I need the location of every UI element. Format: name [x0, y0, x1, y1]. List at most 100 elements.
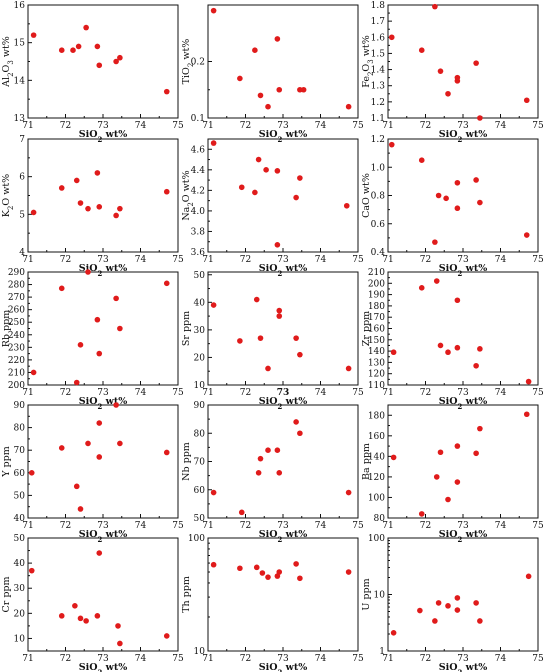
data-point: [525, 573, 532, 580]
y-tick-label: 70: [194, 458, 206, 468]
data-point: [445, 349, 451, 356]
data-point: [75, 43, 82, 50]
y-axis-title: Rb ppm: [1, 310, 12, 347]
x-axis-title: SiO2 wt%: [259, 662, 308, 672]
data-point: [293, 561, 299, 567]
y-tick-label: 1.0: [371, 163, 386, 173]
x-tick-label: 75: [352, 255, 364, 265]
data-point: [432, 3, 438, 10]
x-tick-label: 73: [277, 388, 290, 398]
y-tick-label: 120: [368, 370, 385, 380]
x-tick-label: 73: [457, 654, 469, 664]
y-tick-label: 20: [14, 609, 26, 619]
x-tick-label: 73: [97, 654, 109, 664]
y-tick-label: 1.3: [371, 82, 386, 92]
x-axis-title: SiO2 wt%: [439, 529, 488, 544]
plot-frame: [207, 4, 359, 119]
data-point: [237, 338, 243, 344]
data-point: [390, 454, 397, 461]
y-tick-label: 60: [14, 469, 26, 479]
x-tick-label: 72: [420, 521, 431, 531]
data-point: [73, 483, 80, 490]
data-point: [72, 603, 78, 609]
y-tick-label: 250: [8, 318, 25, 328]
x-tick-label: 73: [97, 121, 109, 131]
x-tick-label: 72: [420, 654, 431, 664]
y-tick-label: 290: [8, 268, 25, 278]
data-point: [435, 192, 442, 199]
x-tick-label: 71: [382, 521, 393, 531]
chart-panel: 71 72 73 74 75 200 210 220 230 240 250 260 270 280 290…: [1, 268, 184, 411]
x-tick-label: 74: [495, 388, 507, 398]
x-tick-label: 71: [202, 654, 213, 664]
data-point: [28, 567, 35, 574]
data-point: [435, 600, 442, 606]
data-point: [238, 184, 245, 191]
data-point: [30, 369, 37, 376]
data-point: [77, 506, 84, 512]
data-point: [77, 200, 84, 206]
x-tick-label: 71: [382, 388, 393, 398]
y-tick-label: 30: [14, 584, 26, 594]
data-point: [454, 443, 461, 449]
data-point: [418, 511, 425, 517]
y-tick-label: 40: [14, 514, 26, 524]
y-tick-label: 80: [374, 514, 386, 524]
x-tick-label: 74: [495, 255, 507, 265]
plot-frame: [27, 537, 179, 652]
data-point: [432, 239, 438, 245]
data-point: [433, 278, 440, 284]
data-point: [252, 189, 258, 196]
x-tick-label: 72: [420, 121, 431, 131]
plot-frame: [27, 4, 179, 119]
data-point: [73, 379, 80, 386]
data-point: [58, 185, 65, 191]
x-tick-label: 71: [22, 388, 33, 398]
x-tick-label: 72: [240, 255, 251, 265]
x-tick-label: 74: [315, 654, 327, 664]
data-point: [477, 618, 483, 624]
y-axis-title: Ba ppm: [361, 443, 372, 480]
x-tick-label: 74: [315, 388, 327, 398]
data-point: [443, 195, 449, 202]
chart-panel: 71 72 73 74 75 13 14 15 16 SiO2 wt% Al2O3 wt%: [1, 1, 184, 144]
x-tick-label: 74: [135, 654, 147, 664]
y-tick-label: 70: [14, 446, 26, 456]
data-point: [257, 335, 264, 341]
y-tick-label: 280: [8, 281, 25, 291]
data-point: [253, 296, 260, 303]
data-point: [274, 168, 281, 174]
x-tick-label: 73: [277, 654, 289, 664]
data-point: [210, 489, 217, 496]
data-point: [418, 47, 425, 53]
y-tick-label: 160: [368, 325, 385, 335]
y-tick-label: 230: [8, 343, 25, 353]
y-axis-title: Zr ppm: [361, 311, 372, 346]
x-tick-label: 71: [22, 121, 33, 131]
data-point: [293, 419, 299, 425]
data-point: [58, 47, 65, 53]
y-tick-label: 50: [14, 534, 26, 544]
y-tick-label: 10: [194, 647, 206, 657]
data-point: [259, 570, 266, 576]
data-point: [77, 615, 84, 622]
y-tick-label: 140: [368, 452, 385, 462]
x-tick-label: 74: [315, 121, 327, 131]
y-tick-label: 210: [8, 368, 25, 378]
x-tick-label: 74: [315, 521, 327, 531]
x-tick-label: 71: [202, 255, 213, 265]
y-tick-label: 200: [8, 381, 25, 391]
data-point: [432, 618, 438, 624]
chart-panel: 71 72 73 74 75 3.6 3.8 4.0 4.2 4.4 4.6 SiO2 wt% Na2O…: [181, 138, 364, 278]
y-tick-label: 180: [368, 302, 385, 312]
chart-panel: 71 72 73 74 75 10 20 30 40 50 SiO2 wt% Sr ppm: [181, 271, 364, 411]
y-axis-title: Nb ppm: [181, 442, 192, 481]
data-point: [113, 212, 119, 219]
data-point: [94, 170, 101, 176]
y-tick-label: 4.6: [191, 145, 206, 155]
y-tick-label: 160: [368, 432, 385, 442]
data-point: [163, 633, 170, 639]
data-point: [454, 479, 461, 485]
x-tick-label: 74: [495, 521, 507, 531]
